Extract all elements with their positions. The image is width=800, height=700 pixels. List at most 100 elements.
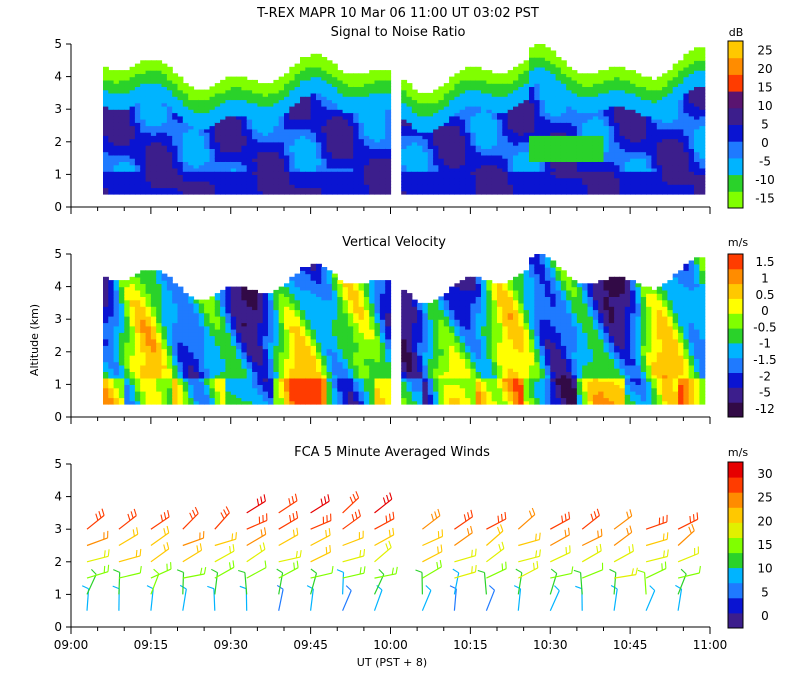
heatmap-cell (140, 70, 147, 74)
heatmap-cell (513, 122, 519, 127)
heatmap-cell (236, 161, 242, 166)
heatmap-cell (401, 171, 408, 175)
heatmap-cell (262, 122, 269, 127)
heatmap-cell (353, 112, 360, 117)
heatmap-cell (278, 122, 285, 127)
heatmap-cell (694, 115, 700, 120)
heatmap-cell (300, 190, 306, 195)
heatmap-cell (502, 105, 509, 110)
heatmap-cell (262, 161, 269, 166)
heatmap-cell (177, 351, 184, 356)
heatmap-cell (108, 289, 115, 294)
heatmap-cell (166, 286, 173, 291)
heatmap-cell (103, 115, 109, 120)
heatmap-cell (225, 112, 232, 117)
heatmap-cell (124, 105, 131, 110)
heatmap-cell (411, 115, 418, 120)
heatmap-cell (236, 112, 242, 117)
heatmap-cell (161, 83, 168, 87)
heatmap-cell (177, 125, 184, 130)
heatmap-cell (134, 92, 141, 97)
heatmap-cell (667, 158, 674, 162)
heatmap-cell (614, 92, 620, 97)
heatmap-cell (161, 128, 168, 133)
heatmap-cell (145, 286, 152, 291)
heatmap-cell (656, 109, 663, 114)
heatmap-cell (417, 128, 423, 133)
heatmap-cell (624, 102, 631, 107)
heatmap-cell (379, 92, 386, 97)
heatmap-cell (507, 115, 514, 120)
heatmap-cell (129, 280, 136, 284)
heatmap-cell (129, 400, 136, 405)
heatmap-cell (459, 187, 466, 192)
heatmap-cell (118, 315, 125, 320)
heatmap-cell (209, 105, 216, 110)
heatmap-cell (188, 105, 195, 110)
heatmap-cell (656, 141, 663, 146)
heatmap-cell (108, 348, 115, 353)
heatmap-cell (470, 167, 477, 172)
heatmap-cell (124, 89, 131, 94)
heatmap-cell (113, 325, 120, 330)
heatmap-cell (182, 112, 189, 117)
heatmap-cell (587, 132, 594, 136)
heatmap-cell (150, 364, 157, 369)
heatmap-cell (582, 89, 589, 94)
heatmap-cell (331, 73, 338, 78)
heatmap-cell (193, 148, 200, 153)
heatmap-cell (582, 119, 589, 123)
heatmap-cell (678, 122, 684, 127)
heatmap-cell (672, 99, 679, 104)
heatmap-cell (177, 177, 184, 182)
heatmap-cell (145, 171, 152, 175)
heatmap-cell (305, 167, 312, 172)
heatmap-cell (214, 148, 221, 153)
heatmap-cell (134, 329, 141, 333)
heatmap-cell (555, 138, 562, 143)
heatmap-cell (113, 351, 120, 356)
heatmap-cell (188, 387, 195, 392)
heatmap-cell (608, 122, 615, 127)
heatmap-cell (161, 174, 168, 179)
heatmap-cell (534, 50, 541, 55)
heatmap-cell (614, 112, 620, 117)
heatmap-cell (252, 119, 258, 123)
heatmap-cell (374, 115, 381, 120)
heatmap-cell (667, 138, 674, 143)
heatmap-cell (513, 132, 519, 136)
heatmap-cell (294, 132, 301, 136)
heatmap-cell (103, 368, 109, 372)
heatmap-cell (694, 57, 700, 61)
heatmap-cell (108, 115, 115, 120)
heatmap-cell (166, 180, 173, 185)
heatmap-cell (337, 89, 344, 94)
heatmap-cell (268, 83, 274, 87)
heatmap-cell (401, 99, 408, 104)
heatmap-cell (182, 141, 189, 146)
heatmap-cell (294, 171, 301, 175)
heatmap-cell (113, 358, 120, 363)
heatmap-cell (475, 96, 482, 101)
heatmap-cell (523, 125, 530, 130)
heatmap-cell (310, 99, 317, 104)
heatmap-cell (273, 187, 280, 192)
heatmap-cell (145, 270, 152, 275)
heatmap-cell (481, 83, 487, 87)
heatmap-cell (566, 151, 573, 156)
heatmap-cell (683, 122, 690, 127)
heatmap-cell (406, 180, 413, 185)
heatmap-cell (592, 83, 599, 87)
heatmap-cell (587, 135, 594, 140)
heatmap-cell (156, 96, 163, 101)
heatmap-cell (608, 105, 615, 110)
heatmap-cell (129, 66, 136, 71)
heatmap-cell (646, 109, 652, 114)
heatmap-cell (294, 184, 301, 189)
heatmap-cell (294, 135, 301, 140)
heatmap-cell (278, 112, 285, 117)
heatmap-cell (358, 145, 365, 149)
heatmap-cell (246, 158, 253, 162)
heatmap-cell (103, 315, 109, 320)
